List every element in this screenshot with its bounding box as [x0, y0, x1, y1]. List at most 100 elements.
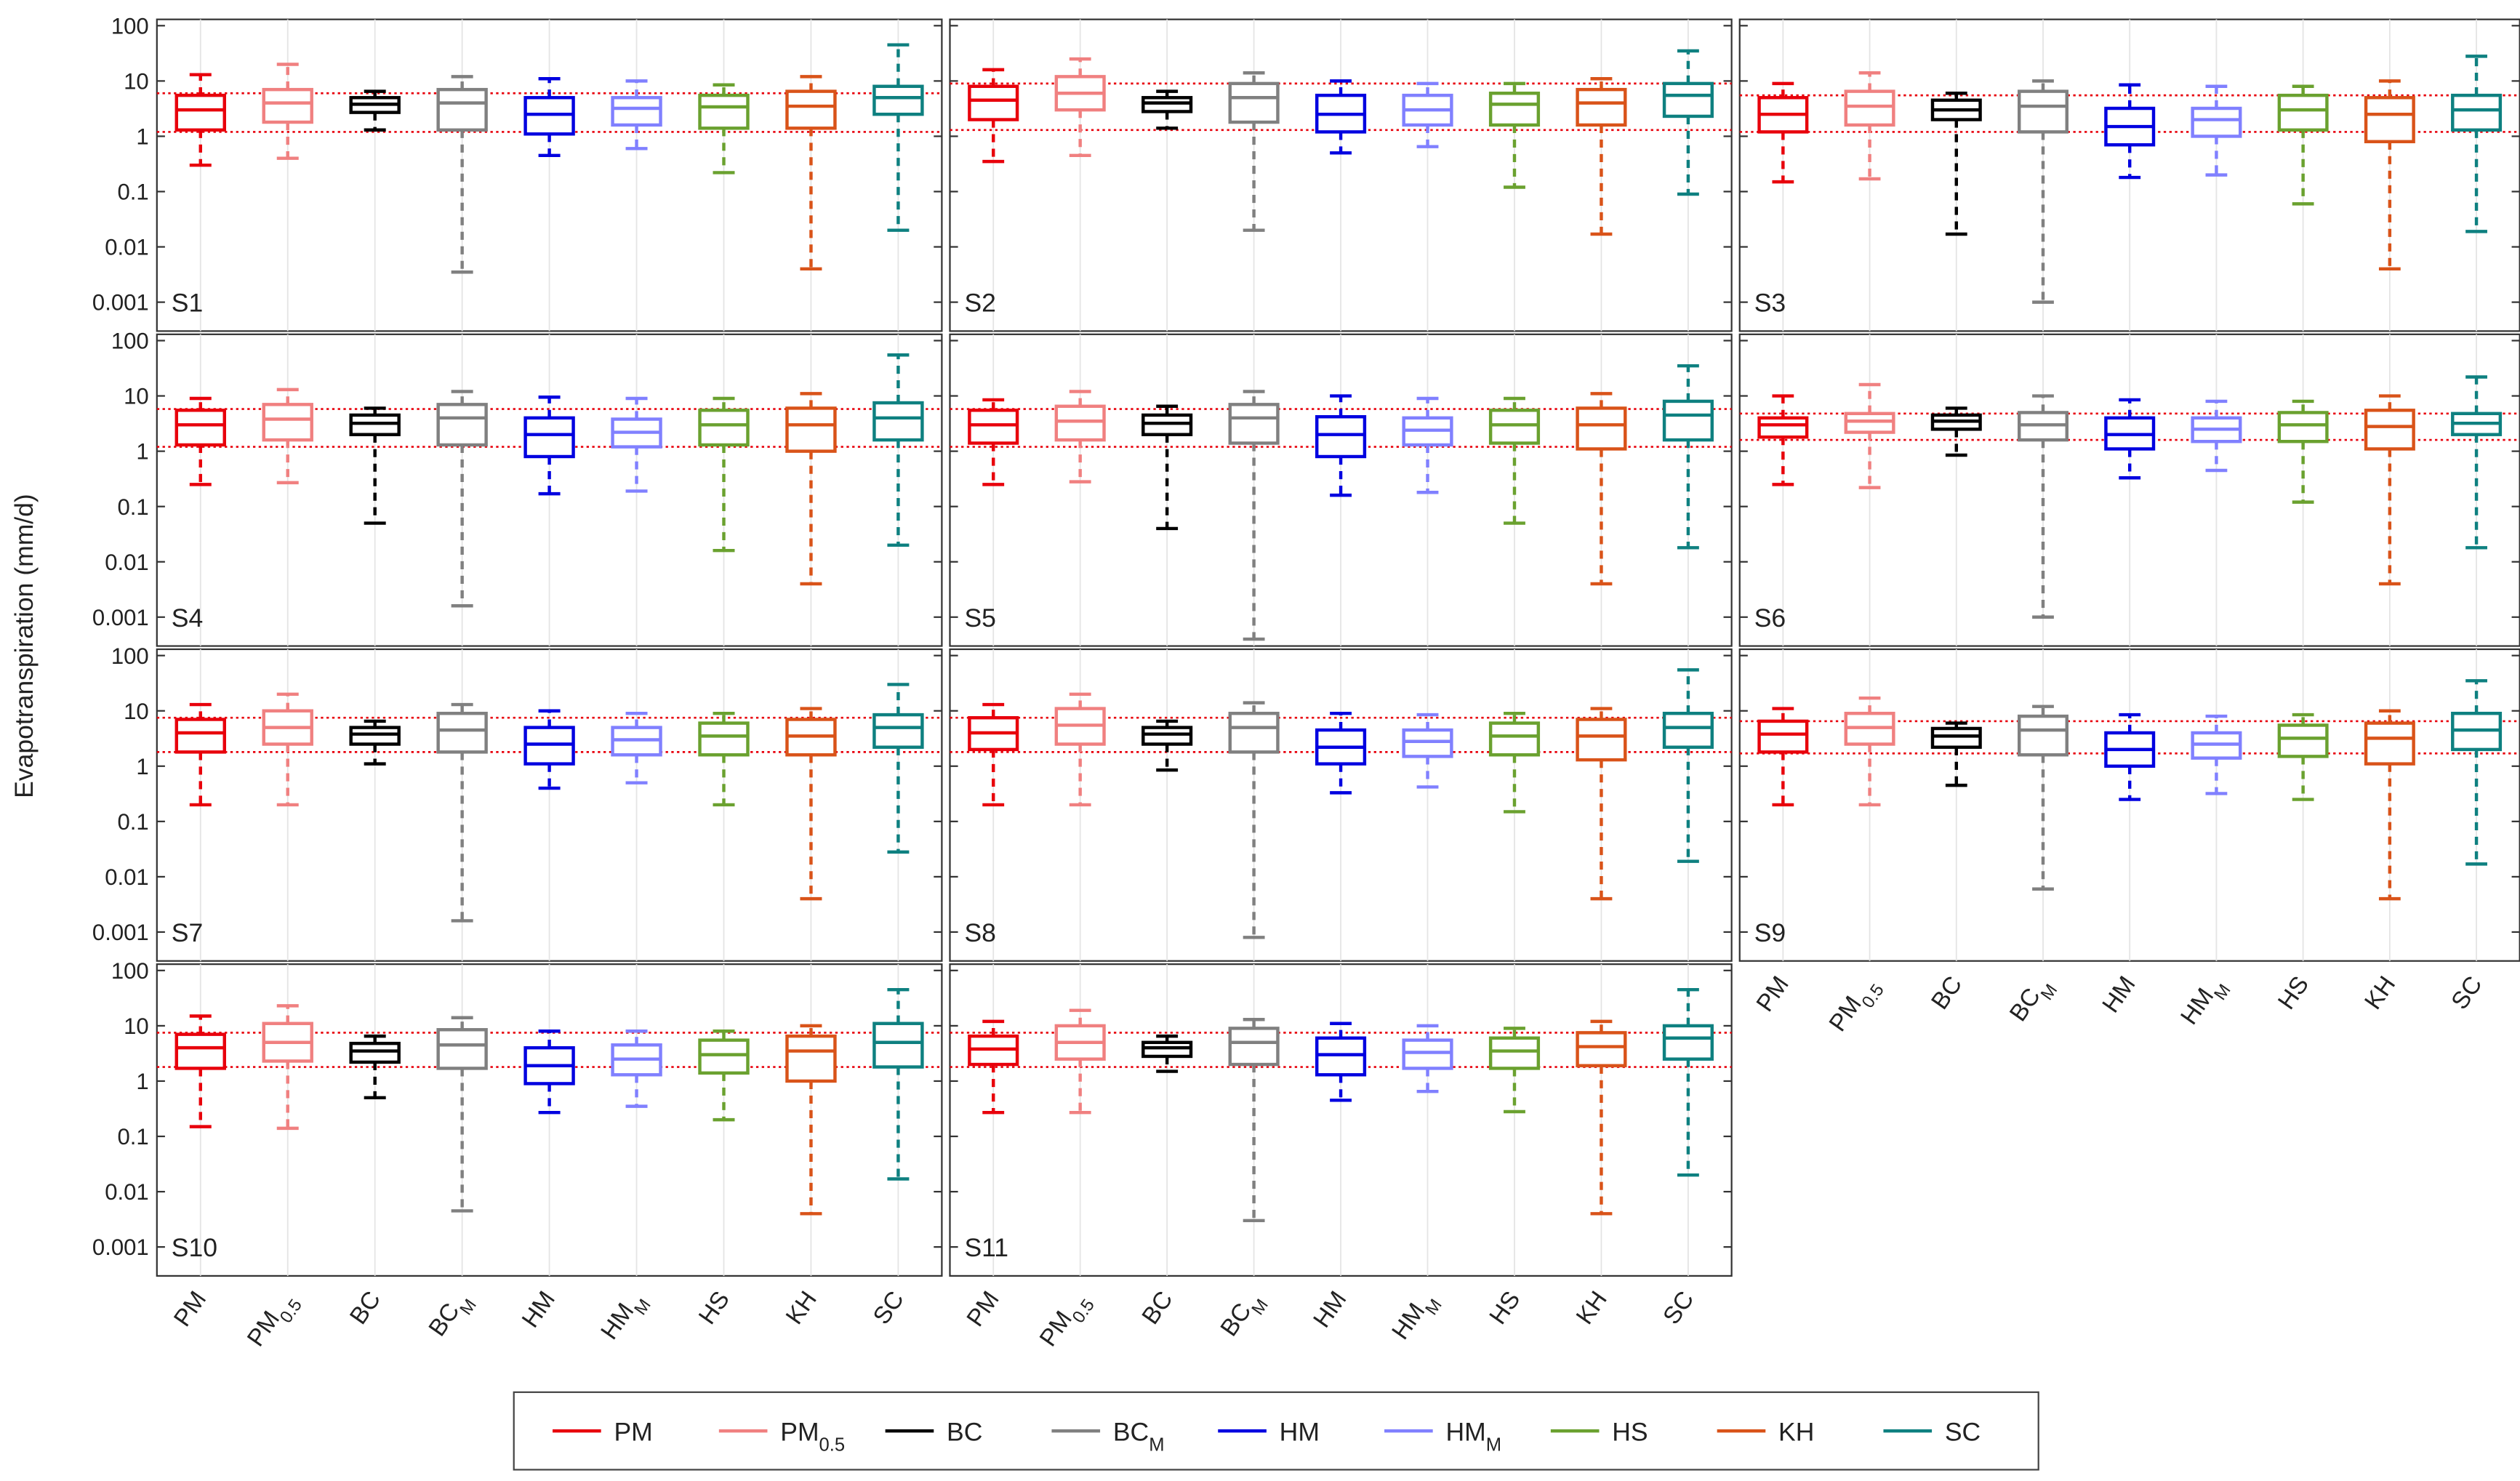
y-axis-label: Evapotranspiration (mm/d): [9, 494, 39, 798]
category-label-main: HM: [1445, 1417, 1485, 1446]
box: [1228, 711, 1280, 754]
box: [1576, 1031, 1627, 1067]
y-tick-label: 10: [124, 1014, 149, 1039]
box: [872, 713, 924, 749]
category-label: BC: [1137, 1286, 1179, 1329]
box: [174, 93, 226, 132]
box: [698, 721, 750, 757]
category-label: HMM: [1445, 1417, 1501, 1455]
box: [1757, 719, 1809, 754]
category-label-sub: M: [1149, 1434, 1164, 1455]
y-tick-label: 10: [124, 699, 149, 724]
category-label: HS: [694, 1286, 735, 1329]
legend-box: [513, 1391, 2039, 1471]
category-label: HM: [1280, 1417, 1320, 1446]
category-label-sub: 0.5: [819, 1434, 846, 1455]
category-label: PM: [962, 1286, 1005, 1331]
box: [1662, 1024, 1714, 1061]
box: [785, 1034, 837, 1083]
box: [1488, 1036, 1541, 1070]
category-label: HS: [1612, 1417, 1648, 1446]
box: [1662, 711, 1714, 749]
box: [1141, 726, 1193, 746]
y-tick-label: 10: [124, 68, 149, 94]
category-label: SC: [868, 1286, 910, 1329]
box: [1662, 399, 1714, 442]
box: [1054, 404, 1106, 442]
box: [872, 84, 924, 116]
box: [2277, 723, 2329, 758]
panel-label: S7: [172, 918, 203, 947]
box: [1228, 1027, 1280, 1067]
box: [174, 409, 226, 447]
box: [2364, 409, 2415, 451]
y-tick-label: 1: [136, 124, 148, 150]
box: [262, 403, 313, 442]
category-label: PM0.5: [242, 1286, 306, 1356]
box: [349, 726, 401, 746]
category-label: HS: [2273, 971, 2314, 1014]
panel-label: S1: [172, 289, 203, 318]
box: [2451, 93, 2503, 132]
y-tick-label: 0.001: [92, 1235, 149, 1260]
box: [523, 416, 575, 459]
box: [436, 711, 488, 754]
box: [1576, 406, 1627, 451]
y-tick-label: 0.001: [92, 920, 149, 945]
box: [436, 87, 488, 132]
box: [872, 1022, 924, 1069]
panel-label: S6: [1754, 603, 1786, 633]
category-label: BCM: [1113, 1417, 1165, 1455]
y-tick-label: 1: [136, 1069, 148, 1094]
box: [1402, 1038, 1453, 1070]
y-tick-label: 100: [111, 958, 149, 984]
category-label: BCM: [1216, 1286, 1272, 1346]
box: [2277, 411, 2329, 444]
category-label: PM: [614, 1417, 652, 1446]
category-label: HM: [517, 1286, 561, 1333]
category-label: BCM: [2005, 971, 2061, 1031]
category-label: KH: [1778, 1417, 1814, 1446]
category-label: PM: [169, 1286, 212, 1331]
box: [1315, 414, 1367, 459]
category-label: HM: [1308, 1286, 1352, 1333]
category-label: SC: [2447, 971, 2488, 1014]
box: [968, 409, 1019, 445]
box: [174, 1032, 226, 1070]
category-label: PM0.5: [780, 1417, 845, 1455]
category-label: BC: [947, 1417, 982, 1446]
panel: 0.001 0.01 0.1 1 10 100 S4: [92, 329, 943, 647]
box: [2277, 93, 2329, 132]
y-tick-label: 0.001: [92, 605, 149, 630]
y-tick-label: 0.1: [117, 180, 148, 205]
box: [698, 1038, 750, 1075]
box: [262, 87, 313, 124]
panel: S9 PM PM0.5 BC BCM HM HMM HS KH SC: [1738, 648, 2520, 1037]
category-label: BC: [345, 1286, 386, 1329]
panel: 0.001 0.01 0.1 1 10 100 S10 PM PM0.5 BC BCM HM HMM HS…: [92, 958, 943, 1356]
box: [611, 96, 662, 127]
panel-label: S5: [964, 603, 995, 633]
category-label: HMM: [2175, 971, 2234, 1035]
category-label: SC: [1658, 1286, 1699, 1329]
box: [1844, 412, 1895, 434]
category-label: KH: [781, 1286, 822, 1329]
panel: S2: [949, 18, 1733, 332]
y-tick-label: 10: [124, 384, 149, 409]
panel-label: S3: [1754, 289, 1786, 318]
box: [1576, 87, 1627, 127]
y-tick-label: 100: [111, 643, 149, 669]
box: [1228, 81, 1280, 124]
y-tick-label: 100: [111, 329, 149, 354]
panel: S11 PM PM0.5 BC BCM HM HMM HS KH SC: [949, 963, 1733, 1352]
category-label: HMM: [595, 1286, 654, 1349]
y-tick-label: 0.1: [117, 494, 148, 520]
box: [785, 89, 837, 130]
box: [2017, 89, 2069, 134]
box: [1662, 81, 1714, 119]
box: [436, 1028, 488, 1070]
box: [2364, 721, 2415, 766]
category-label: BCM: [424, 1286, 481, 1346]
category-label: SC: [1945, 1417, 1981, 1446]
